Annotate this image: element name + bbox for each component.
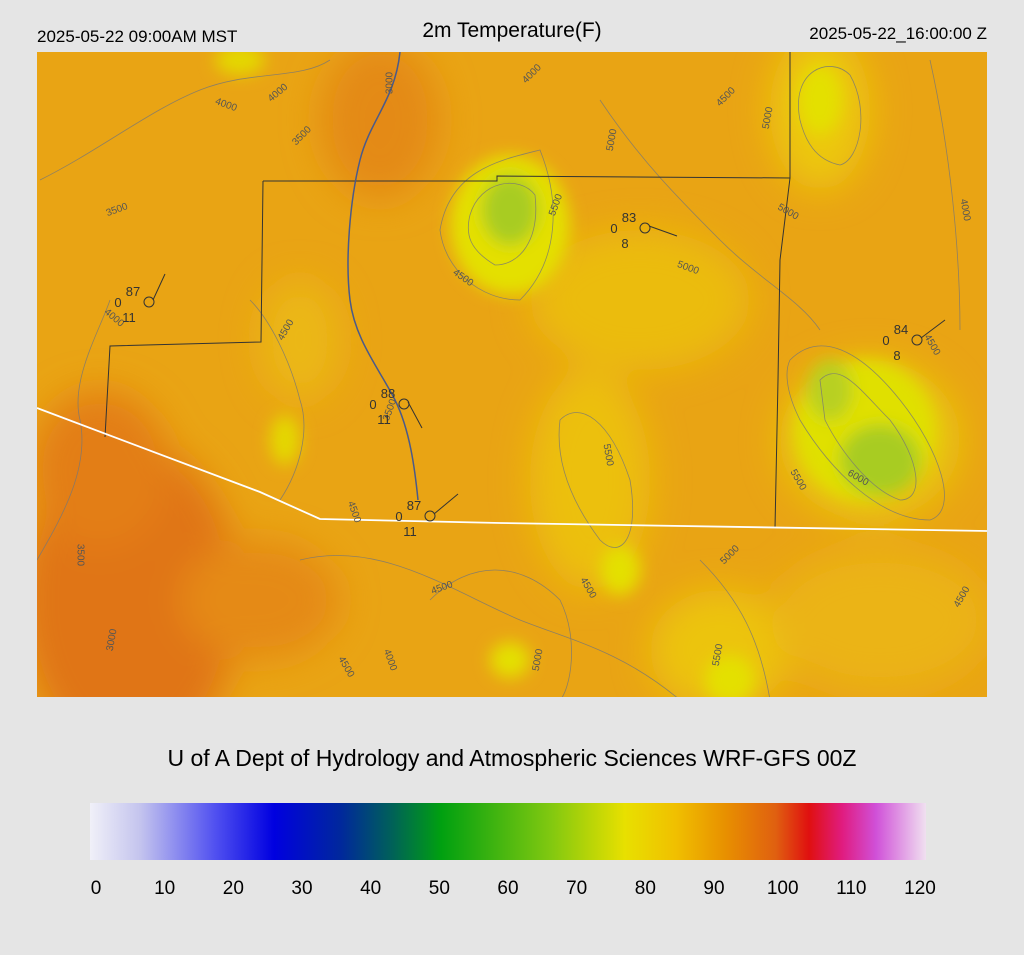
wind-barb <box>433 493 459 515</box>
station-circle <box>424 510 436 522</box>
colorbar <box>90 803 926 860</box>
wind-barb <box>920 319 946 339</box>
colorbar-ticks: 0 10 20 30 40 50 60 70 80 90 100 110 120 <box>91 878 936 899</box>
wind-barb <box>407 401 423 429</box>
station-dewpoint: 8 <box>621 236 628 251</box>
station-temperature: 87 <box>126 284 140 299</box>
station-left-value: 0 <box>114 295 121 310</box>
station-dewpoint: 11 <box>377 412 391 427</box>
station-circle <box>639 222 651 234</box>
colorbar-tick-label: 10 <box>154 878 175 899</box>
contour-lines <box>37 59 961 697</box>
contour-label: 5500 <box>711 643 726 667</box>
station-left-value: 0 <box>395 509 402 524</box>
state-border <box>37 407 987 532</box>
colorbar-tick-label: 90 <box>703 878 724 899</box>
station-plot: 88 011 <box>369 386 423 429</box>
colorbar-tick-label: 20 <box>223 878 244 899</box>
colorbar-tick-label: 100 <box>767 878 799 899</box>
river <box>347 52 419 501</box>
station-plot: 87 011 <box>395 493 459 539</box>
station-temperature: 84 <box>894 322 908 337</box>
local-time: 2025-05-22 09:00AM MST <box>37 27 237 46</box>
highland-field <box>215 52 935 697</box>
station-temperature: 87 <box>407 498 421 513</box>
station-left-value: 0 <box>369 397 376 412</box>
contour-label: 3000 <box>385 71 396 94</box>
valid-time: 2025-05-22_16:00:00 Z <box>809 24 987 43</box>
colorbar-tick-label: 30 <box>291 878 312 899</box>
station-dewpoint: 8 <box>893 348 900 363</box>
station-temperature: 83 <box>622 210 636 225</box>
contour-label: 4000 <box>958 198 973 222</box>
station-left-value: 0 <box>882 333 889 348</box>
contour-label: 5000 <box>531 648 546 672</box>
colorbar-tick-label: 110 <box>836 878 866 899</box>
colorbar-tick-label: 50 <box>429 878 450 899</box>
station-temperature: 88 <box>381 386 395 401</box>
station-plot: 87 011 <box>114 273 166 325</box>
station-dewpoint: 11 <box>403 524 417 539</box>
colorbar-tick-label: 120 <box>904 878 936 899</box>
station-circle <box>911 334 923 346</box>
station-circle <box>143 296 155 308</box>
contour-label: 3000 <box>105 628 120 652</box>
station-left-value: 0 <box>610 221 617 236</box>
wind-barb <box>152 273 166 301</box>
contour-label: 5000 <box>605 128 620 152</box>
contour-label: 3500 <box>74 544 85 567</box>
colorbar-tick-label: 40 <box>360 878 381 899</box>
colorbar-tick-label: 80 <box>635 878 656 899</box>
wind-barb <box>648 225 678 237</box>
contour-label: 5500 <box>601 443 616 467</box>
colorbar-tick-label: 60 <box>497 878 518 899</box>
colorbar-tick-label: 0 <box>91 878 102 899</box>
contour-label: 5000 <box>761 106 776 130</box>
credit: U of A Dept of Hydrology and Atmospheric… <box>167 745 856 771</box>
station-plot: 84 08 <box>882 319 946 363</box>
title: 2m Temperature(F) <box>422 19 601 42</box>
colorbar-tick-label: 70 <box>566 878 587 899</box>
station-plot: 83 08 <box>610 210 678 251</box>
county-borders <box>104 52 791 529</box>
station-dewpoint: 11 <box>122 310 136 325</box>
